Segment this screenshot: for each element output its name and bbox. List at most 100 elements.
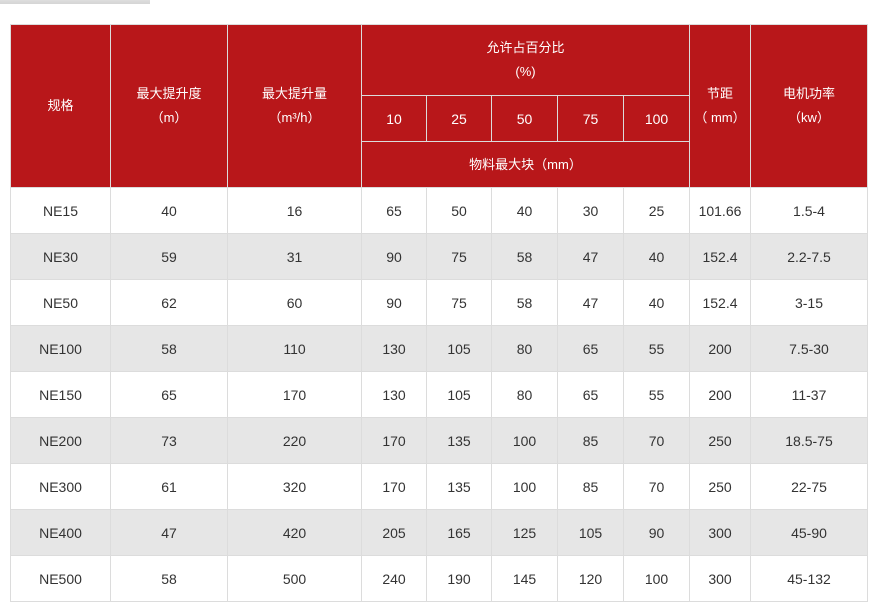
table-cell: 420 <box>227 509 362 556</box>
table-cell: 90 <box>361 233 427 280</box>
table-cell: 320 <box>227 463 362 510</box>
table-cell: 11-37 <box>750 371 868 418</box>
header-pct: 100 <box>623 95 690 142</box>
table-row: NE300 61 320 170 135 100 85 70 250 22-75 <box>10 463 868 510</box>
table-cell: 40 <box>623 233 690 280</box>
table-cell: 47 <box>557 233 624 280</box>
table-cell: 55 <box>623 325 690 372</box>
table-cell: 59 <box>110 233 228 280</box>
table-cell: 250 <box>689 463 751 510</box>
table-cell: 105 <box>426 371 492 418</box>
table-cell: 55 <box>623 371 690 418</box>
table-row: NE150 65 170 130 105 80 65 55 200 11-37 <box>10 371 868 418</box>
table-cell: 58 <box>110 555 228 602</box>
table-cell: 80 <box>491 371 558 418</box>
table-cell: 65 <box>361 187 427 234</box>
header-pct: 75 <box>557 95 624 142</box>
header-pct: 50 <box>491 95 558 142</box>
table-cell: 170 <box>361 463 427 510</box>
table-cell: 300 <box>689 555 751 602</box>
header-allow-pct: 允许占百分比 (%) <box>361 24 690 96</box>
table-cell: 120 <box>557 555 624 602</box>
table-cell: 58 <box>491 279 558 326</box>
header-capacity: 最大提升量 （m³/h） <box>227 24 362 188</box>
table-cell: 65 <box>557 325 624 372</box>
table-cell: 31 <box>227 233 362 280</box>
table-cell: 135 <box>426 463 492 510</box>
table-cell: 60 <box>227 279 362 326</box>
table-cell: 90 <box>361 279 427 326</box>
table-cell: 85 <box>557 417 624 464</box>
table-cell: 80 <box>491 325 558 372</box>
table-cell: NE150 <box>10 371 111 418</box>
table-cell: 30 <box>557 187 624 234</box>
table-cell: 100 <box>623 555 690 602</box>
table-cell: 135 <box>426 417 492 464</box>
table-cell: 152.4 <box>689 233 751 280</box>
table-cell: 47 <box>110 509 228 556</box>
table-cell: 3-15 <box>750 279 868 326</box>
table-cell: 62 <box>110 279 228 326</box>
table-cell: 75 <box>426 279 492 326</box>
table-row: NE30 59 31 90 75 58 47 40 152.4 2.2-7.5 <box>10 233 868 280</box>
table-cell: 47 <box>557 279 624 326</box>
table-cell: NE200 <box>10 417 111 464</box>
table-cell: 100 <box>491 463 558 510</box>
header-lift-height: 最大提升度 （m） <box>110 24 228 188</box>
table-cell: 500 <box>227 555 362 602</box>
table-cell: 25 <box>623 187 690 234</box>
spec-table: 规格 最大提升度 （m） 最大提升量 （m³/h） 允许占百分比 (%) 节距（ mm… <box>10 24 868 602</box>
table-cell: 1.5-4 <box>750 187 868 234</box>
table-cell: NE300 <box>10 463 111 510</box>
table-cell: 130 <box>361 371 427 418</box>
table-cell: 65 <box>110 371 228 418</box>
clipped-heading <box>0 0 150 4</box>
header-power: 电机功率 （kw） <box>750 24 868 188</box>
table-row: NE50 62 60 90 75 58 47 40 152.4 3-15 <box>10 279 868 326</box>
table-cell: 220 <box>227 417 362 464</box>
table-cell: 50 <box>426 187 492 234</box>
table-cell: NE50 <box>10 279 111 326</box>
table-cell: 18.5-75 <box>750 417 868 464</box>
table-cell: 101.66 <box>689 187 751 234</box>
table-cell: 105 <box>426 325 492 372</box>
table-cell: 58 <box>491 233 558 280</box>
header-pct: 10 <box>361 95 427 142</box>
table-cell: 73 <box>110 417 228 464</box>
table-cell: 200 <box>689 325 751 372</box>
table-row: NE100 58 110 130 105 80 65 55 200 7.5-30 <box>10 325 868 372</box>
table-cell: NE500 <box>10 555 111 602</box>
table-cell: 40 <box>110 187 228 234</box>
table-cell: 200 <box>689 371 751 418</box>
table-cell: 45-132 <box>750 555 868 602</box>
table-cell: 2.2-7.5 <box>750 233 868 280</box>
header-pitch: 节距（ mm） <box>689 24 751 188</box>
header-spec: 规格 <box>10 24 111 188</box>
table-cell: 250 <box>689 417 751 464</box>
table-cell: 190 <box>426 555 492 602</box>
table-cell: 90 <box>623 509 690 556</box>
table-cell: 45-90 <box>750 509 868 556</box>
table-row: NE15 40 16 65 50 40 30 25 101.66 1.5-4 <box>10 187 868 234</box>
table-cell: 61 <box>110 463 228 510</box>
table-cell: NE100 <box>10 325 111 372</box>
table-cell: 40 <box>491 187 558 234</box>
table-cell: 165 <box>426 509 492 556</box>
table-row: NE500 58 500 240 190 145 120 100 300 45-132 <box>10 555 868 602</box>
table-cell: NE30 <box>10 233 111 280</box>
table-cell: 70 <box>623 417 690 464</box>
table-cell: 300 <box>689 509 751 556</box>
table-cell: 85 <box>557 463 624 510</box>
header-max-block: 物料最大块（mm） <box>361 141 690 188</box>
table-cell: 110 <box>227 325 362 372</box>
table-cell: 100 <box>491 417 558 464</box>
table-cell: 75 <box>426 233 492 280</box>
table-cell: 130 <box>361 325 427 372</box>
table-cell: 16 <box>227 187 362 234</box>
table-cell: 65 <box>557 371 624 418</box>
table-cell: NE400 <box>10 509 111 556</box>
table-cell: 58 <box>110 325 228 372</box>
table-cell: 125 <box>491 509 558 556</box>
table-cell: 105 <box>557 509 624 556</box>
table-cell: 7.5-30 <box>750 325 868 372</box>
